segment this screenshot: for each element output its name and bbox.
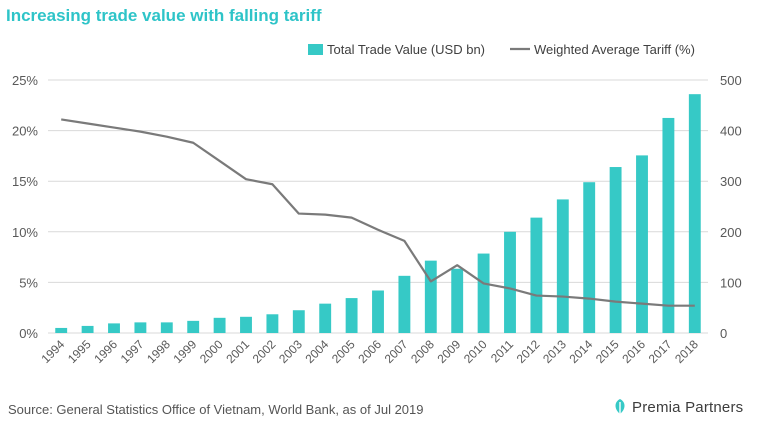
bar (55, 327, 68, 333)
x-tick-label: 2015 (593, 337, 622, 366)
brand-name: Premia Partners (632, 398, 744, 416)
leaf-logo-icon (615, 399, 625, 415)
y-left-tick-label: 25% (12, 73, 38, 88)
bar (424, 260, 437, 333)
x-tick-label: 2007 (382, 337, 411, 366)
y-left-tick-label: 5% (19, 275, 38, 290)
x-tick-label: 2000 (197, 337, 226, 366)
legend-label-tariff: Weighted Average Tariff (%) (534, 42, 695, 57)
bar (372, 290, 384, 333)
x-tick-label: 2014 (567, 337, 596, 366)
x-tick-label: 2013 (540, 337, 569, 366)
x-tick-label: 2001 (223, 337, 252, 366)
x-tick-label: 2004 (303, 337, 332, 366)
bar (134, 322, 147, 333)
legend-label-trade: Total Trade Value (USD bn) (327, 42, 485, 57)
x-tick-label: 2017 (646, 337, 675, 366)
bar (609, 167, 622, 333)
y-left-tick-label: 10% (12, 225, 38, 240)
brand-logo: Premia Partners (612, 398, 743, 416)
x-tick-label: 2010 (461, 337, 490, 366)
y-left-tick-label: 20% (12, 124, 38, 139)
x-tick-label: 2005 (329, 337, 358, 366)
bar (530, 217, 543, 333)
x-tick-label: 1994 (39, 337, 68, 366)
legend-swatch-bar (308, 44, 323, 55)
x-tick-label: 2011 (488, 337, 516, 365)
bar (504, 231, 516, 333)
x-tick-label: 2008 (408, 337, 437, 366)
x-tick-label: 2009 (435, 337, 464, 366)
bar (636, 155, 648, 333)
y-right-tick-label: 500 (720, 73, 742, 88)
bar (213, 317, 226, 333)
y-right-tick-label: 100 (720, 275, 742, 290)
y-right-tick-label: 0 (720, 326, 727, 341)
bar (108, 323, 120, 333)
y-right-tick-label: 400 (720, 124, 742, 139)
bar (477, 253, 490, 333)
bar (556, 199, 569, 333)
bar (583, 182, 596, 333)
chart-title: Increasing trade value with falling tari… (6, 6, 322, 25)
bar (319, 303, 332, 333)
x-tick-label: 1995 (65, 337, 94, 366)
bar (240, 316, 252, 333)
bar (266, 314, 279, 333)
x-tick-label: 1998 (144, 337, 173, 366)
y-right-tick-label: 200 (720, 225, 742, 240)
bar (81, 325, 94, 333)
x-tick-label: 1996 (91, 337, 120, 366)
y-left-tick-label: 0% (19, 326, 38, 341)
x-tick-label: 2003 (276, 337, 305, 366)
bar (160, 322, 173, 333)
y-left-tick-label: 15% (12, 174, 38, 189)
bar (662, 117, 675, 333)
bar (688, 94, 701, 333)
bar (345, 298, 358, 333)
bar (398, 275, 411, 333)
legend: Total Trade Value (USD bn) Weighted Avera… (308, 42, 695, 57)
bar (292, 310, 305, 333)
x-tick-label: 1997 (118, 337, 147, 366)
y-right-tick-label: 300 (720, 174, 742, 189)
x-tick-label: 2002 (250, 337, 279, 366)
x-tick-label: 2018 (672, 337, 701, 366)
tariff-line (61, 118, 695, 307)
x-tick-label: 1999 (171, 337, 200, 366)
x-tick-label: 2016 (619, 337, 648, 366)
bar (451, 268, 464, 333)
x-tick-label: 2012 (514, 337, 543, 366)
source-note: Source: General Statistics Office of Vie… (8, 402, 424, 417)
bar (187, 320, 200, 333)
x-tick-label: 2006 (355, 337, 384, 366)
